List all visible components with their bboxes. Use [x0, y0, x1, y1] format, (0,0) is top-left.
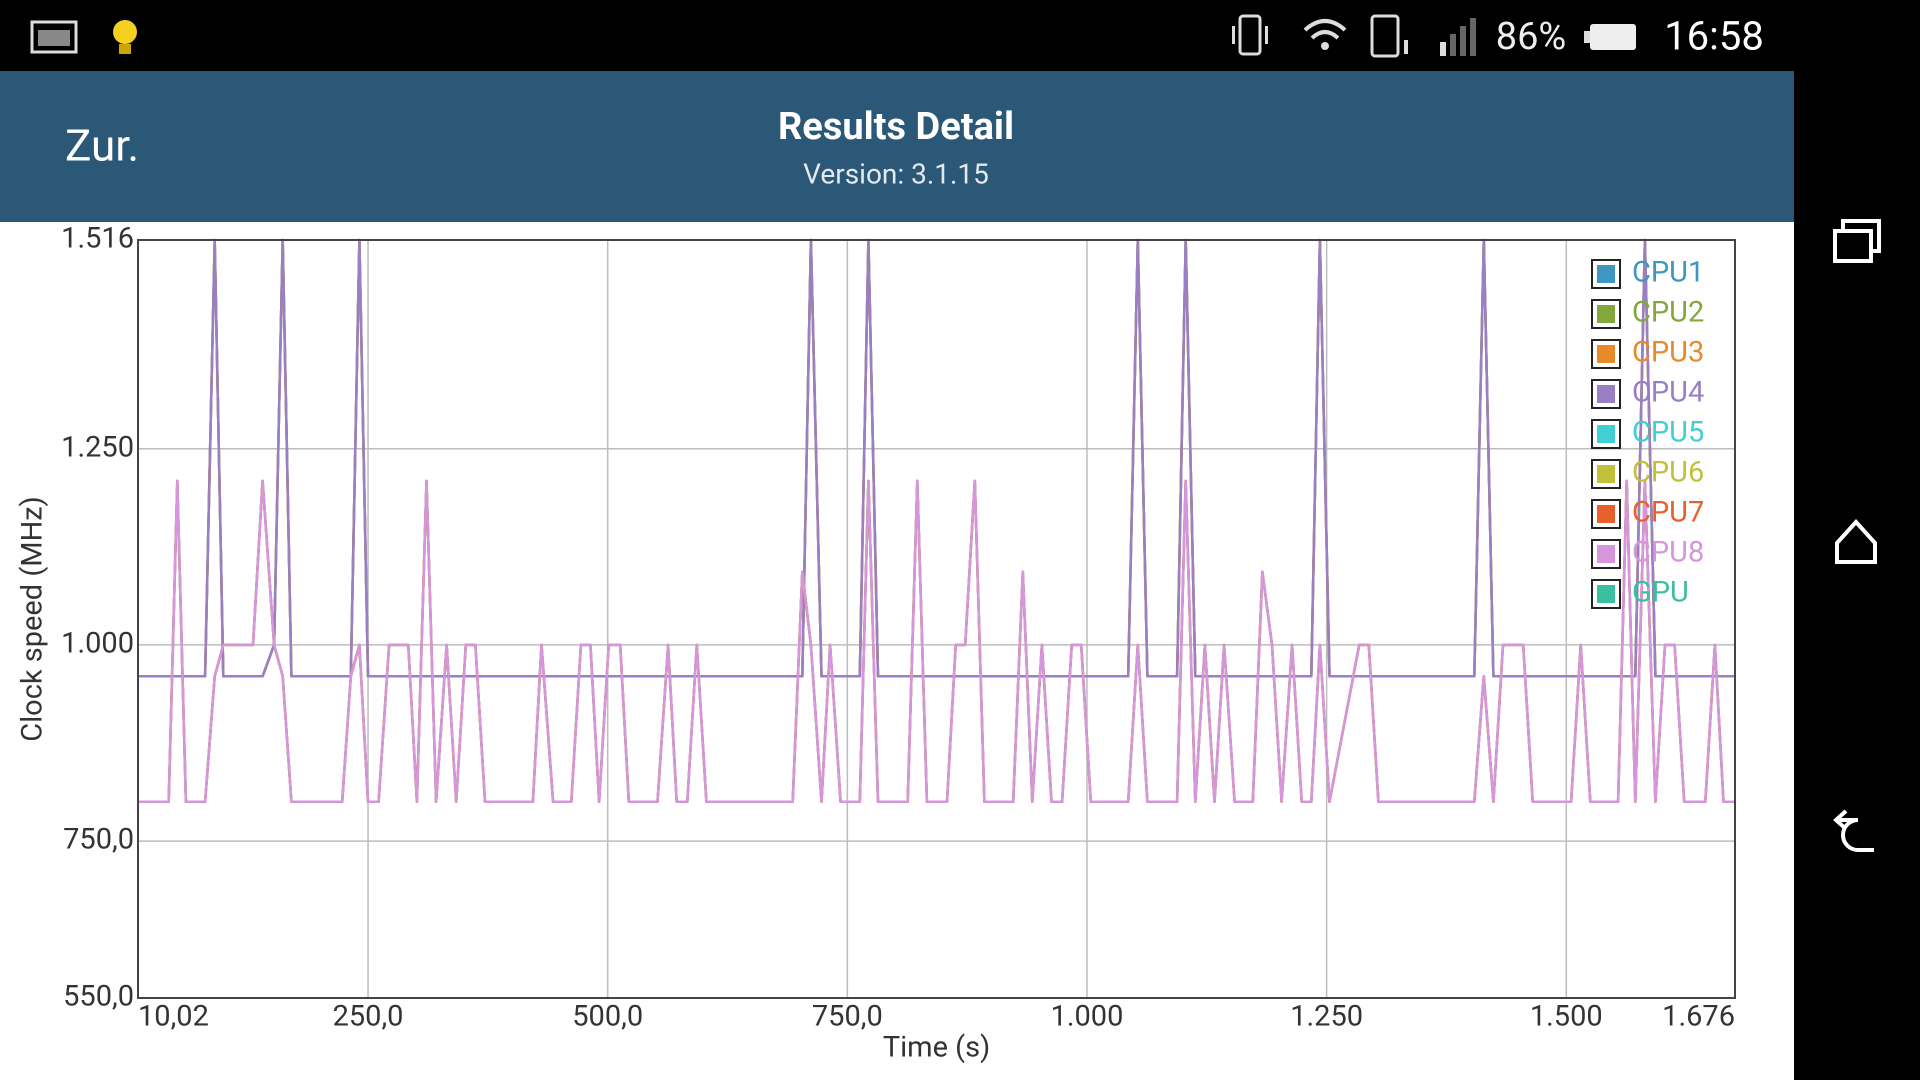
battery-level: 86% [1496, 15, 1567, 59]
series-line [138, 238, 1735, 678]
x-tick-label: 1.676 [1662, 1000, 1735, 1034]
y-tick-label: 1.516 [61, 222, 134, 256]
navigation-bar [1794, 71, 1920, 1080]
x-tick-label: 250,0 [333, 1000, 404, 1034]
notification-icons [30, 20, 137, 54]
back-nav-button[interactable] [1833, 809, 1874, 852]
x-tick-label: 1.500 [1530, 1000, 1603, 1034]
legend-label: CPU8 [1632, 536, 1704, 570]
legend-swatch [1597, 505, 1615, 523]
system-icons [1232, 14, 1636, 58]
x-tick-label: 500,0 [572, 1000, 643, 1034]
legend-label: CPU4 [1632, 376, 1704, 410]
legend-label: GPU [1632, 576, 1689, 610]
plot-area [138, 240, 1735, 998]
x-tick-label: 750,0 [812, 1000, 883, 1034]
series-line [138, 479, 1735, 804]
legend-label: CPU5 [1632, 416, 1704, 450]
legend-swatch [1597, 585, 1615, 603]
plot-frame [137, 239, 1736, 999]
legend-swatch [1597, 305, 1615, 323]
y-tick-label: 1.250 [61, 430, 134, 464]
page-title: Results Detail [778, 105, 1014, 149]
x-tick-label: 1.250 [1290, 1000, 1363, 1034]
legend-label: CPU7 [1632, 496, 1704, 530]
legend-swatch [1597, 345, 1615, 363]
legend-swatch [1597, 265, 1615, 283]
legend-label: CPU1 [1632, 256, 1704, 290]
legend-swatch [1597, 465, 1615, 483]
x-tick-label: 10,02 [138, 1000, 209, 1034]
legend-label: CPU3 [1632, 336, 1704, 370]
x-axis-title: Time (s) [883, 1031, 990, 1065]
y-tick-label: 750,0 [63, 823, 134, 857]
legend-label: CPU6 [1632, 456, 1704, 490]
y-axis-title: Clock speed (MHz) [16, 496, 50, 742]
chart: 1.516 1.250 1.000 750,0 550,010,02 250,0 500,0… [16, 222, 1736, 1065]
legend-swatch [1597, 385, 1615, 403]
back-button[interactable]: Zur. [65, 120, 139, 172]
x-tick-label: 1.000 [1051, 1000, 1124, 1034]
page-subtitle: Version: 3.1.15 [803, 157, 989, 190]
y-tick-label: 1.000 [61, 627, 134, 661]
clock: 16:58 [1664, 13, 1764, 60]
legend-swatch [1597, 425, 1615, 443]
home-button[interactable] [1835, 519, 1877, 564]
legend-swatch [1597, 545, 1615, 563]
app-bar [0, 71, 1794, 222]
recent-apps-button[interactable] [1833, 219, 1881, 263]
y-tick-label: 550,0 [63, 980, 134, 1014]
legend-label: CPU2 [1632, 296, 1704, 330]
legend-swatch-frame [1591, 419, 1621, 449]
